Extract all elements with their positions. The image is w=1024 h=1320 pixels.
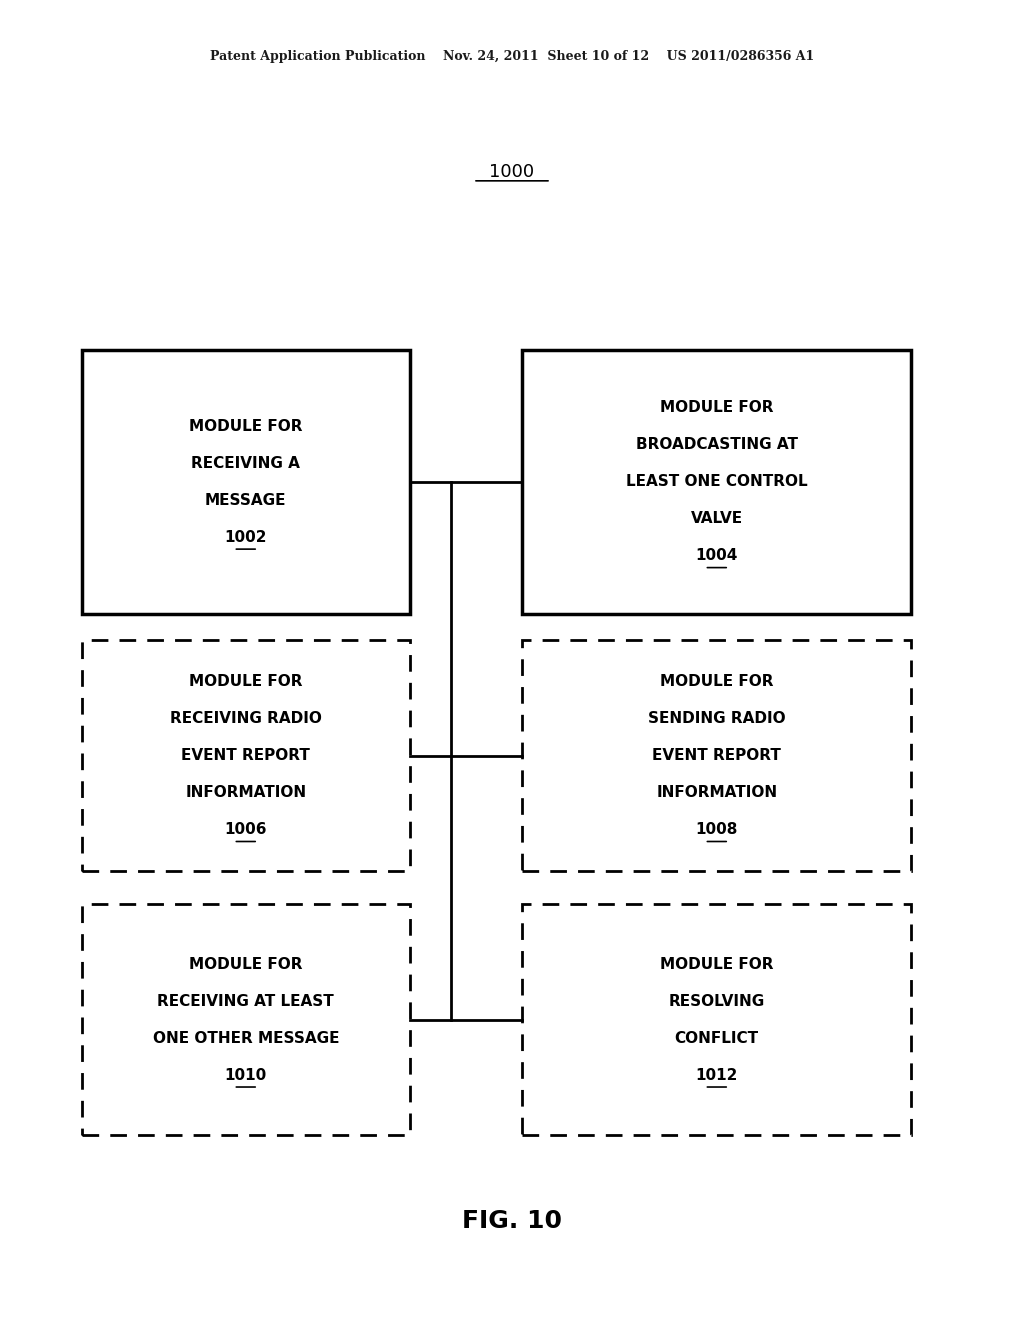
Text: 1008: 1008 bbox=[695, 822, 738, 837]
FancyBboxPatch shape bbox=[82, 350, 410, 614]
Text: RESOLVING: RESOLVING bbox=[669, 994, 765, 1008]
Text: 1002: 1002 bbox=[224, 529, 267, 545]
Text: SENDING RADIO: SENDING RADIO bbox=[648, 711, 785, 726]
Text: BROADCASTING AT: BROADCASTING AT bbox=[636, 437, 798, 453]
Text: MESSAGE: MESSAGE bbox=[205, 492, 287, 508]
Text: RECEIVING AT LEAST: RECEIVING AT LEAST bbox=[158, 994, 334, 1008]
Text: RECEIVING RADIO: RECEIVING RADIO bbox=[170, 711, 322, 726]
Text: Patent Application Publication    Nov. 24, 2011  Sheet 10 of 12    US 2011/02863: Patent Application Publication Nov. 24, … bbox=[210, 50, 814, 63]
Text: 1010: 1010 bbox=[224, 1068, 267, 1082]
Text: INFORMATION: INFORMATION bbox=[185, 785, 306, 800]
Text: MODULE FOR: MODULE FOR bbox=[189, 675, 302, 689]
Text: MODULE FOR: MODULE FOR bbox=[189, 957, 302, 972]
Text: CONFLICT: CONFLICT bbox=[675, 1031, 759, 1045]
FancyBboxPatch shape bbox=[522, 904, 911, 1135]
FancyBboxPatch shape bbox=[82, 904, 410, 1135]
Text: MODULE FOR: MODULE FOR bbox=[660, 957, 773, 972]
Text: INFORMATION: INFORMATION bbox=[656, 785, 777, 800]
Text: MODULE FOR: MODULE FOR bbox=[660, 400, 773, 416]
FancyBboxPatch shape bbox=[522, 640, 911, 871]
Text: RECEIVING A: RECEIVING A bbox=[191, 455, 300, 471]
Text: 1004: 1004 bbox=[695, 548, 738, 564]
FancyBboxPatch shape bbox=[82, 640, 410, 871]
Text: LEAST ONE CONTROL: LEAST ONE CONTROL bbox=[626, 474, 808, 490]
Text: VALVE: VALVE bbox=[691, 511, 742, 527]
Text: 1006: 1006 bbox=[224, 822, 267, 837]
Text: 1000: 1000 bbox=[489, 162, 535, 181]
Text: ONE OTHER MESSAGE: ONE OTHER MESSAGE bbox=[153, 1031, 339, 1045]
Text: MODULE FOR: MODULE FOR bbox=[660, 675, 773, 689]
Text: EVENT REPORT: EVENT REPORT bbox=[181, 748, 310, 763]
Text: MODULE FOR: MODULE FOR bbox=[189, 418, 302, 434]
Text: 1012: 1012 bbox=[695, 1068, 738, 1082]
Text: FIG. 10: FIG. 10 bbox=[462, 1209, 562, 1233]
Text: EVENT REPORT: EVENT REPORT bbox=[652, 748, 781, 763]
FancyBboxPatch shape bbox=[522, 350, 911, 614]
